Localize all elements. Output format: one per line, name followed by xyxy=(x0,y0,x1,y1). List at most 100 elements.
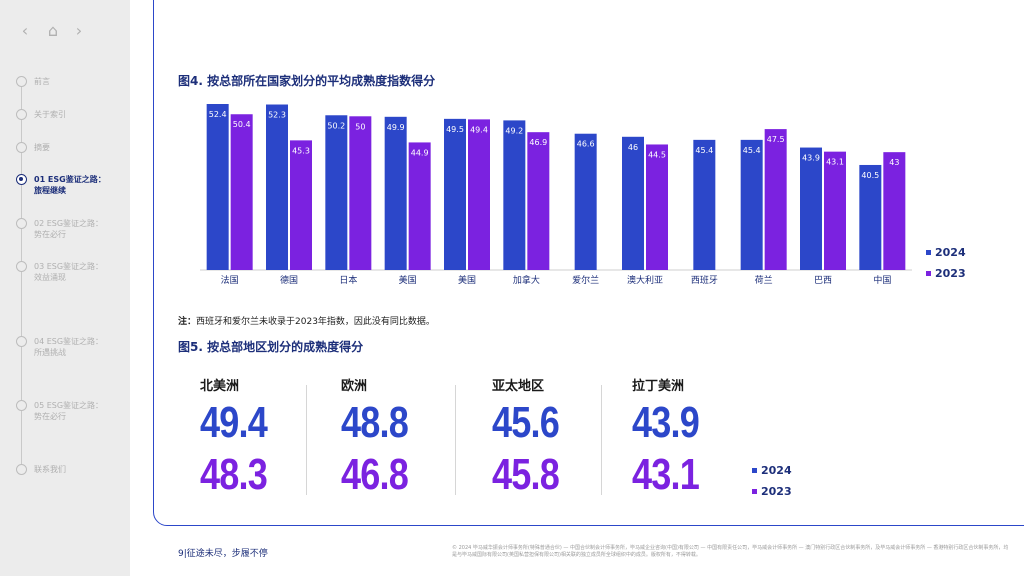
back-arrow-icon[interactable]: ‹ xyxy=(21,21,29,40)
forward-arrow-icon[interactable]: › xyxy=(75,21,83,40)
toc-item-8[interactable]: 05 ESG鉴证之路： 势在必行 xyxy=(16,400,114,422)
legend-swatch-2024 xyxy=(926,250,931,255)
region-name: 拉丁美洲 xyxy=(632,379,685,394)
legend-label-2023: 2023 xyxy=(935,267,966,280)
toc-dot xyxy=(16,464,27,475)
bar-value-label: 49.5 xyxy=(446,125,464,134)
bar-2024-3 xyxy=(384,116,407,270)
bar-value-label: 49.2 xyxy=(505,126,523,135)
legend-label-2023: 2023 xyxy=(761,485,792,498)
toc-line xyxy=(21,82,22,472)
region-name: 欧洲 xyxy=(341,379,368,394)
toc-item-6[interactable]: 03 ESG鉴证之路： 效益涌现 xyxy=(16,261,114,283)
toc-item-1[interactable]: 前言 xyxy=(16,76,114,87)
bar-2024-11 xyxy=(859,164,882,270)
toc-item-5[interactable]: 02 ESG鉴证之路： 势在必行 xyxy=(16,218,114,240)
bar-value-label: 49.4 xyxy=(470,125,488,134)
bar-value-label: 52.3 xyxy=(268,111,286,120)
bar-2024-2 xyxy=(325,115,348,270)
bar-value-label: 43.9 xyxy=(802,154,820,163)
bar-2023-9 xyxy=(764,129,787,270)
legend-2023: 2023 xyxy=(926,267,966,280)
bar-value-label: 45.4 xyxy=(743,146,761,155)
region-asia-pacific: 亚太地区 45.6 45.8 xyxy=(492,375,632,498)
toc-item-4[interactable]: 01 ESG鉴证之路： 旅程继续 xyxy=(16,174,114,196)
bar-2024-10 xyxy=(800,147,822,270)
category-label: 荷兰 xyxy=(755,274,773,286)
toc-item-2[interactable]: 关于索引 xyxy=(16,109,114,120)
bar-value-label: 43.1 xyxy=(826,158,844,167)
bar-2024-7 xyxy=(622,136,644,270)
category-label: 巴西 xyxy=(814,275,832,286)
region-score-2024: 43.9 xyxy=(632,398,700,447)
bar-value-label: 44.9 xyxy=(411,148,429,157)
category-label: 美国 xyxy=(458,274,476,286)
bar-value-label: 46 xyxy=(628,143,638,152)
bar-value-label: 46.9 xyxy=(529,138,547,147)
home-icon[interactable]: ⌂ xyxy=(47,21,59,40)
toc-dot xyxy=(16,336,27,347)
bar-2024-9 xyxy=(740,139,763,270)
note-text: 西班牙和爱尔兰未收录于2023年指数，因此没有同比数据。 xyxy=(196,317,435,327)
category-label: 法国 xyxy=(221,274,239,286)
category-label: 美国 xyxy=(399,274,417,286)
category-label: 日本 xyxy=(339,274,357,286)
figure-5-title: 图5. 按总部地区划分的成熟度得分 xyxy=(178,340,364,354)
category-label: 中国 xyxy=(873,274,891,286)
toc-label: 联系我们 xyxy=(34,465,66,474)
region-north-america: 北美洲 49.4 48.3 xyxy=(200,375,340,498)
bar-chart-fig4: 52.4 50.4 法国 52.3 45.3 德国 50.2 50 日本 49.9 44.9 美国 49… xyxy=(200,104,912,286)
toc-dot xyxy=(16,109,27,120)
region-score-2023: 45.8 xyxy=(492,450,560,499)
region-score-2023: 46.8 xyxy=(341,450,409,499)
toc-label: 04 ESG鉴证之路： 所遇挑战 xyxy=(34,337,104,357)
bar-2023-0 xyxy=(230,114,253,270)
bar-value-label: 46.6 xyxy=(577,140,595,149)
bar-2024-4 xyxy=(444,118,466,270)
bar-2023-11 xyxy=(883,152,906,270)
bar-value-label: 50.4 xyxy=(233,120,251,129)
toc-dot xyxy=(16,174,27,185)
bar-value-label: 52.4 xyxy=(209,110,227,119)
bar-value-label: 40.5 xyxy=(861,171,879,180)
toc-dot xyxy=(16,261,27,272)
region-name: 亚太地区 xyxy=(492,379,545,394)
toc-label: 05 ESG鉴证之路： 势在必行 xyxy=(34,401,104,421)
toc-label: 前言 xyxy=(34,77,50,86)
legend-swatch-2024 xyxy=(752,468,757,473)
bar-2024-8 xyxy=(693,139,716,270)
bar-2023-5 xyxy=(527,132,550,270)
divider xyxy=(306,385,307,495)
toc-dot xyxy=(16,76,27,87)
region-latin-america: 拉丁美洲 43.9 43.1 xyxy=(632,375,772,498)
legend-label-2024: 2024 xyxy=(761,464,792,477)
divider xyxy=(455,385,456,495)
divider xyxy=(601,385,602,495)
category-label: 加拿大 xyxy=(513,274,540,286)
bar-2023-2 xyxy=(349,116,372,270)
bar-2024-0 xyxy=(206,104,229,270)
footer-slogan: 9|征途未尽，步履不停 xyxy=(178,549,268,559)
bar-value-label: 43 xyxy=(889,158,899,167)
bar-2023-7 xyxy=(646,144,668,270)
footer-legal-text: © 2024 毕马威华振会计师事务所(特殊普通合伙) — 中国合伙制会计师事务所… xyxy=(452,545,1009,558)
bar-value-label: 44.5 xyxy=(648,150,666,159)
toc-item-3[interactable]: 摘要 xyxy=(16,142,114,153)
toc-item-7[interactable]: 04 ESG鉴证之路： 所遇挑战 xyxy=(16,336,114,358)
bar-2023-10 xyxy=(824,151,846,270)
bar-value-label: 45.3 xyxy=(292,146,310,155)
figure-4-title: 图4. 按总部所在国家划分的平均成熟度指数得分 xyxy=(178,74,436,88)
bar-2024-6 xyxy=(574,133,597,270)
category-label: 德国 xyxy=(280,274,298,286)
region-score-2023: 48.3 xyxy=(200,450,268,499)
toc-label: 01 ESG鉴证之路： 旅程继续 xyxy=(34,175,106,195)
bar-2024-5 xyxy=(503,120,526,270)
toc-item-9[interactable]: 联系我们 xyxy=(16,464,114,475)
bar-value-label: 45.4 xyxy=(695,146,713,155)
region-score-2023: 43.1 xyxy=(632,450,700,499)
category-label: 西班牙 xyxy=(691,274,718,286)
toc-dot xyxy=(16,218,27,229)
bar-2023-1 xyxy=(290,140,312,270)
note-prefix: 注： xyxy=(178,317,197,327)
category-label: 澳大利亚 xyxy=(627,274,663,286)
